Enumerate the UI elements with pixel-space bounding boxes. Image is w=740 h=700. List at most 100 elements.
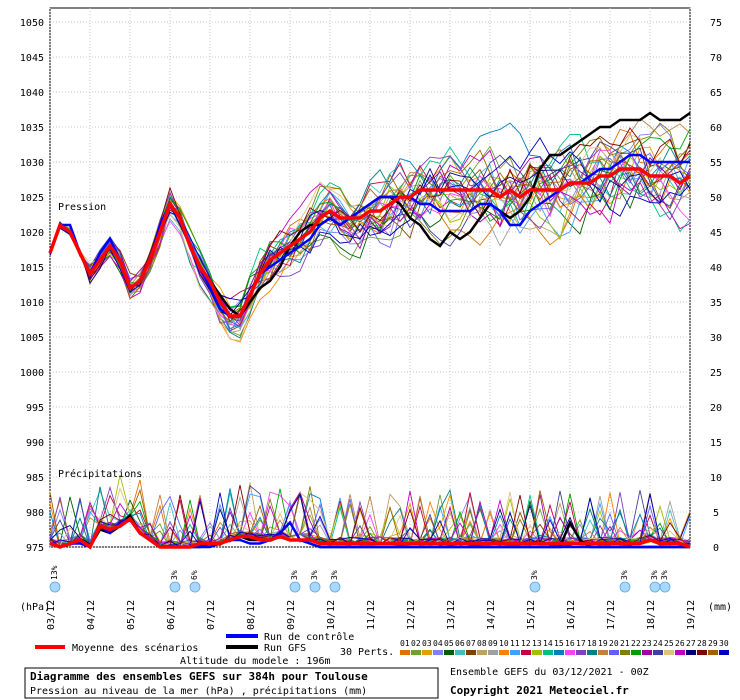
unit-left: (hPa) bbox=[20, 602, 50, 613]
y-left-tick-label: 1015 bbox=[20, 263, 44, 274]
snow-pct-label: 3% bbox=[290, 570, 299, 580]
snow-pct-label: 3% bbox=[330, 570, 339, 580]
pert-label: 15 bbox=[554, 639, 564, 648]
snowflake-icon bbox=[169, 581, 181, 593]
y-right-tick-label: 15 bbox=[710, 438, 722, 449]
pert-label: 03 bbox=[422, 639, 432, 648]
legend: Moyenne des scénarios Run de contrôle Ru… bbox=[35, 631, 729, 667]
pert-label: 12 bbox=[521, 639, 531, 648]
y-right-tick-label: 50 bbox=[710, 193, 722, 204]
pert-swatch bbox=[598, 650, 608, 655]
y-left-tick-label: 1030 bbox=[20, 158, 44, 169]
pert-label: 08 bbox=[477, 639, 487, 648]
pert-label: 19 bbox=[598, 639, 608, 648]
series-pressure-line bbox=[48, 167, 692, 318]
pert-label: 06 bbox=[455, 639, 465, 648]
pert-label: 22 bbox=[631, 639, 641, 648]
x-tick-label: 11/12 bbox=[366, 600, 377, 630]
pert-swatch bbox=[400, 650, 410, 655]
pert-swatch bbox=[532, 650, 542, 655]
snow-pct-label: 3% bbox=[170, 570, 179, 580]
pert-label: 09 bbox=[488, 639, 498, 648]
x-tick-label: 14/12 bbox=[486, 600, 497, 630]
pert-swatch bbox=[719, 650, 729, 655]
altitude-label: Altitude du modele : 196m bbox=[180, 656, 331, 667]
pert-label: 11 bbox=[510, 639, 520, 648]
snowflake-icon bbox=[529, 581, 541, 593]
pert-swatch bbox=[411, 650, 421, 655]
pert-label: 23 bbox=[642, 639, 652, 648]
pert-swatch bbox=[554, 650, 564, 655]
pert-label: 30 bbox=[719, 639, 729, 648]
snowflake-icon bbox=[329, 581, 341, 593]
pert-label: 04 bbox=[433, 639, 443, 648]
pert-swatch bbox=[576, 650, 586, 655]
pert-label: 16 bbox=[565, 639, 575, 648]
plot-area bbox=[49, 7, 691, 548]
member-pressure-line bbox=[49, 155, 691, 326]
pert-label: 29 bbox=[708, 639, 718, 648]
y-left-tick-label: 975 bbox=[26, 543, 44, 554]
pert-label: 18 bbox=[587, 639, 597, 648]
main-series bbox=[48, 111, 692, 550]
y-right-tick-label: 10 bbox=[710, 473, 722, 484]
snowflake-icon bbox=[309, 581, 321, 593]
legend-gfs-label: Run GFS bbox=[264, 643, 306, 654]
precip-section-label: Précipitations bbox=[58, 468, 142, 480]
legend-control-label: Run de contrôle bbox=[264, 631, 354, 643]
legend-perts: 01 02 03 04 05 06 07 08 09 10 11 12 13 14 15 16 17 18 19 20… bbox=[400, 639, 729, 655]
x-tick-label: 13/12 bbox=[446, 600, 457, 630]
y-right-tick-label: 40 bbox=[710, 263, 722, 274]
snowflake-icon bbox=[619, 581, 631, 593]
pert-label: 27 bbox=[686, 639, 696, 648]
unit-right: (mm) bbox=[708, 602, 732, 613]
y-right-tick-label: 70 bbox=[710, 53, 722, 64]
y-left-tick-label: 1040 bbox=[20, 88, 44, 99]
y-right-tick-label: 55 bbox=[710, 158, 722, 169]
y-axis-left: 975 980 985 990 995 1000 1005 1010 1015 1020 1025 1… bbox=[20, 18, 44, 554]
x-tick-label: 04/12 bbox=[86, 600, 97, 630]
pert-swatch bbox=[697, 650, 707, 655]
y-left-tick-label: 1020 bbox=[20, 228, 44, 239]
pert-label: 05 bbox=[444, 639, 454, 648]
pert-swatch bbox=[620, 650, 630, 655]
x-tick-label: 08/12 bbox=[246, 600, 257, 630]
y-left-tick-label: 1035 bbox=[20, 123, 44, 134]
pert-label: 26 bbox=[675, 639, 685, 648]
y-left-tick-label: 1050 bbox=[20, 18, 44, 29]
y-left-tick-label: 1010 bbox=[20, 298, 44, 309]
y-left-tick-label: 1025 bbox=[20, 193, 44, 204]
pert-label: 02 bbox=[411, 639, 421, 648]
pert-label: 25 bbox=[664, 639, 674, 648]
snowflake-icon bbox=[189, 581, 201, 593]
snow-markers: 13% 3% 6% 3% 3% 3% 3% 3% 3% 3% bbox=[49, 565, 671, 593]
x-tick-label: 16/12 bbox=[566, 600, 577, 630]
y-right-tick-label: 20 bbox=[710, 403, 722, 414]
pert-swatch bbox=[455, 650, 465, 655]
pert-swatch bbox=[708, 650, 718, 655]
x-tick-label: 03/12 bbox=[46, 600, 57, 630]
legend-mean-label: Moyenne des scénarios bbox=[72, 642, 198, 654]
legend-perts-label: 30 Perts. bbox=[340, 647, 394, 658]
pert-label: 24 bbox=[653, 639, 663, 648]
pressure-section-label: Pression bbox=[58, 202, 106, 213]
member-pressure-line bbox=[49, 146, 691, 322]
x-tick-label: 15/12 bbox=[526, 600, 537, 630]
y-right-tick-label: 30 bbox=[710, 333, 722, 344]
y-right-tick-label: 0 bbox=[713, 543, 719, 554]
x-tick-label: 07/12 bbox=[206, 600, 217, 630]
y-right-tick-label: 75 bbox=[710, 18, 722, 29]
pert-label: 07 bbox=[466, 639, 476, 648]
pert-label: 21 bbox=[620, 639, 630, 648]
member-precip-line bbox=[49, 494, 691, 548]
y-axis-right: 0 5 10 15 20 25 30 35 40 45 50 55 60 65 70 75 bbox=[710, 18, 722, 554]
y-right-tick-label: 5 bbox=[713, 508, 719, 519]
footer-subtitle: Pression au niveau de la mer (hPa) , pré… bbox=[30, 685, 367, 697]
pert-label: 14 bbox=[543, 639, 553, 648]
pert-swatch bbox=[422, 650, 432, 655]
pert-swatch bbox=[653, 650, 663, 655]
pert-swatch bbox=[675, 650, 685, 655]
pert-label: 20 bbox=[609, 639, 619, 648]
snow-pct-label: 3% bbox=[530, 570, 539, 580]
